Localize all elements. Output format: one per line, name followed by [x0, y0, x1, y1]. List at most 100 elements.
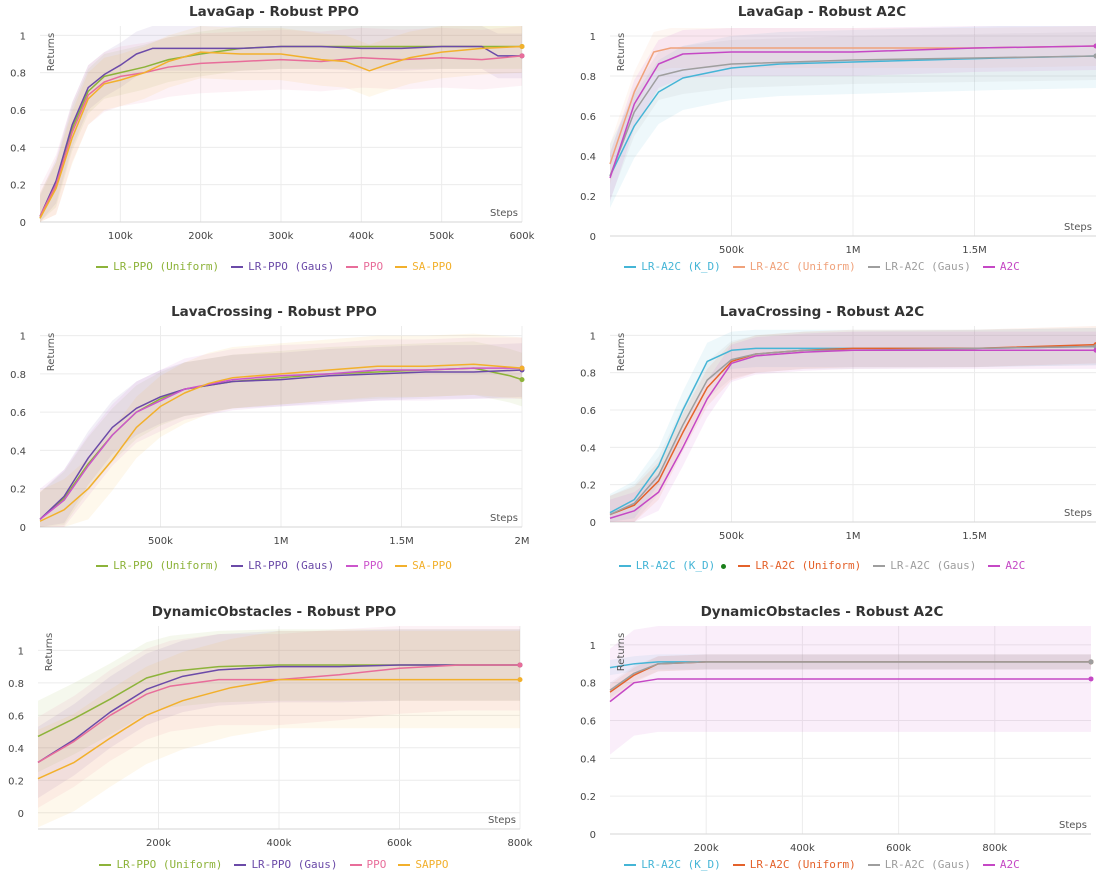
- x-tick-label: 1.5M: [962, 245, 987, 256]
- legend-item[interactable]: SA-PPO: [395, 260, 452, 273]
- legend-item[interactable]: LR-PPO (Uniform): [99, 858, 222, 871]
- legend-swatch: [868, 266, 880, 268]
- x-axis-label: Steps: [1064, 222, 1092, 233]
- y-tick-label: 0.2: [10, 181, 26, 192]
- legend-label: LR-A2C (Gaus): [885, 858, 971, 871]
- y-tick-label: 0.8: [10, 69, 26, 80]
- legend-item[interactable]: LR-A2C (Gaus): [873, 559, 976, 572]
- series-band: [610, 626, 1091, 755]
- legend-item[interactable]: A2C: [983, 858, 1020, 871]
- y-tick-label: 0: [590, 518, 596, 529]
- x-tick-label: 400k: [349, 231, 374, 242]
- x-axis-label: Steps: [1059, 820, 1087, 831]
- y-tick-label: 1: [18, 646, 24, 657]
- y-tick-label: 1: [590, 32, 596, 43]
- legend-swatch: [231, 266, 243, 268]
- legend-swatch: [873, 565, 885, 567]
- legend-item[interactable]: SA-PPO: [395, 559, 452, 572]
- legend-item[interactable]: LR-A2C (Gaus): [868, 858, 971, 871]
- legend-item[interactable]: LR-A2C (K_D): [619, 559, 726, 572]
- legend-item[interactable]: LR-A2C (Gaus): [868, 260, 971, 273]
- legend-swatch: [738, 565, 750, 567]
- y-axis-label: Returns: [616, 633, 627, 671]
- legend-item[interactable]: LR-A2C (K_D): [624, 858, 720, 871]
- legend-item[interactable]: LR-PPO (Gaus): [234, 858, 337, 871]
- x-tick-label: 500k: [719, 531, 744, 542]
- legend-item[interactable]: LR-A2C (Uniform): [738, 559, 861, 572]
- legend-label: SA-PPO: [412, 559, 452, 572]
- legend-swatch: [96, 565, 108, 567]
- y-tick-label: 0.8: [8, 679, 24, 690]
- legend-item[interactable]: SAPPO: [398, 858, 448, 871]
- legend-swatch: [346, 266, 358, 268]
- x-tick-label: 2M: [515, 536, 530, 547]
- y-tick-label: 0: [590, 830, 596, 841]
- legend-label: LR-PPO (Uniform): [113, 559, 219, 572]
- series-end-marker: [518, 662, 523, 667]
- y-axis-label: Returns: [616, 33, 627, 71]
- y-tick-label: 0.4: [10, 446, 26, 457]
- y-tick-label: 0.2: [10, 485, 26, 496]
- series-end-marker: [1089, 659, 1094, 664]
- legend-item[interactable]: LR-PPO (Gaus): [231, 260, 334, 273]
- y-tick-label: 0.2: [8, 776, 24, 787]
- y-tick-label: 0.6: [580, 112, 596, 123]
- y-tick-label: 0.4: [10, 143, 26, 154]
- x-tick-label: 200k: [694, 843, 719, 854]
- y-tick-label: 0.8: [580, 369, 596, 380]
- legend-swatch: [983, 864, 995, 866]
- y-tick-label: 0.2: [580, 792, 596, 803]
- legend-swatch: [96, 266, 108, 268]
- y-tick-label: 1: [590, 331, 596, 342]
- legend-item[interactable]: A2C: [983, 260, 1020, 273]
- legend-item[interactable]: PPO: [346, 260, 383, 273]
- legend-swatch: [624, 864, 636, 866]
- y-tick-label: 0.2: [580, 192, 596, 203]
- legend-item[interactable]: PPO: [346, 559, 383, 572]
- legend-swatch: [624, 266, 636, 268]
- legend-item[interactable]: LR-PPO (Gaus): [231, 559, 334, 572]
- chart-legend: LR-PPO (Uniform) LR-PPO (Gaus) PPO SA-PPO: [0, 260, 548, 273]
- legend-label: LR-A2C (Gaus): [890, 559, 976, 572]
- y-tick-label: 0.8: [580, 72, 596, 83]
- x-tick-label: 600k: [510, 231, 535, 242]
- legend-swatch: [619, 565, 631, 567]
- y-tick-label: 0.4: [580, 443, 596, 454]
- x-tick-label: 1M: [274, 536, 289, 547]
- y-tick-label: 0.6: [10, 408, 26, 419]
- x-tick-label: 1M: [846, 245, 861, 256]
- legend-item[interactable]: LR-A2C (Uniform): [733, 260, 856, 273]
- x-tick-label: 600k: [387, 838, 412, 849]
- legend-item[interactable]: LR-A2C (K_D): [624, 260, 720, 273]
- y-tick-label: 0.6: [580, 717, 596, 728]
- x-tick-label: 500k: [429, 231, 454, 242]
- legend-label: PPO: [363, 260, 383, 273]
- y-tick-label: 0.2: [580, 481, 596, 492]
- chart-legend: LR-A2C (K_D) LR-A2C (Uniform) LR-A2C (Gaus…: [548, 858, 1096, 871]
- legend-item[interactable]: A2C: [988, 559, 1025, 572]
- legend-swatch: [988, 565, 1000, 567]
- legend-item[interactable]: LR-PPO (Uniform): [96, 559, 219, 572]
- series-end-marker: [520, 44, 525, 49]
- x-tick-label: 500k: [148, 536, 173, 547]
- x-axis-label: Steps: [1064, 508, 1092, 519]
- y-tick-label: 1: [20, 332, 26, 343]
- legend-label: LR-PPO (Gaus): [248, 260, 334, 273]
- x-tick-label: 100k: [108, 231, 133, 242]
- legend-label: LR-A2C (Gaus): [885, 260, 971, 273]
- legend-item[interactable]: LR-PPO (Uniform): [96, 260, 219, 273]
- legend-label: PPO: [367, 858, 387, 871]
- legend-swatch: [983, 266, 995, 268]
- legend-item[interactable]: PPO: [350, 858, 387, 871]
- legend-label: LR-A2C (Uniform): [750, 260, 856, 273]
- legend-item[interactable]: LR-A2C (Uniform): [733, 858, 856, 871]
- legend-swatch: [868, 864, 880, 866]
- legend-label: LR-PPO (Uniform): [116, 858, 222, 871]
- y-tick-label: 1: [590, 641, 596, 652]
